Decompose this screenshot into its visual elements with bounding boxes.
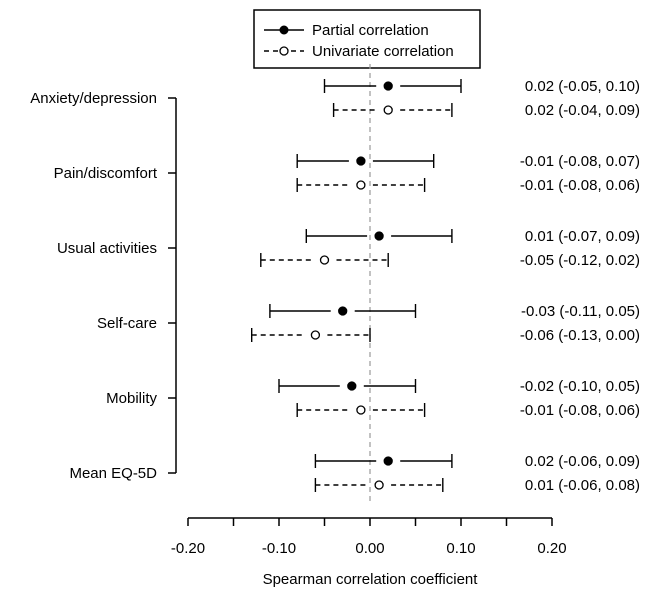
- plot-area: Anxiety/depression Pain/discomfort Usual a…: [30, 64, 640, 557]
- partial-point: [356, 156, 366, 166]
- category-label: Anxiety/depression: [30, 90, 157, 107]
- x-tick-label: 0.20: [537, 540, 566, 557]
- ci-value-label: 0.01 (-0.06, 0.08): [525, 477, 640, 494]
- univariate-point: [374, 480, 384, 490]
- ci-value-label: -0.03 (-0.11, 0.05): [521, 303, 640, 320]
- category-label: Mobility: [106, 390, 157, 407]
- univariate-point: [319, 255, 330, 265]
- partial-point: [347, 381, 357, 391]
- x-tick-label: 0.00: [355, 540, 384, 557]
- legend-partial-label: Partial correlation: [312, 22, 429, 39]
- ci-value-label: -0.05 (-0.12, 0.02): [520, 252, 640, 269]
- ci-value-label: -0.01 (-0.08, 0.06): [520, 177, 640, 194]
- category-label: Pain/discomfort: [54, 165, 158, 182]
- ci-value-label: -0.01 (-0.08, 0.07): [520, 153, 640, 170]
- partial-point: [383, 456, 393, 466]
- x-axis-label: Spearman correlation coefficient: [263, 571, 479, 588]
- legend-box: [253, 9, 481, 69]
- ci-value-label: 0.02 (-0.06, 0.09): [525, 453, 640, 470]
- ci-value-label: -0.06 (-0.13, 0.00): [520, 327, 640, 344]
- legend-univariate-label: Univariate correlation: [312, 43, 454, 60]
- univariate-point: [356, 405, 366, 415]
- ci-value-label: 0.02 (-0.05, 0.10): [525, 78, 640, 95]
- category-label: Self-care: [97, 315, 157, 332]
- legend: Partial correlation Univariate correlati…: [253, 9, 481, 69]
- legend-univariate-marker: [279, 46, 289, 56]
- ci-value-label: -0.01 (-0.08, 0.06): [520, 402, 640, 419]
- univariate-point: [356, 180, 366, 190]
- legend-partial-marker: [279, 25, 289, 35]
- partial-point: [338, 306, 348, 316]
- category-label: Usual activities: [57, 240, 157, 257]
- category-label: Mean EQ-5D: [69, 465, 157, 482]
- x-tick-label: -0.20: [171, 540, 205, 557]
- ci-value-label: 0.02 (-0.04, 0.09): [525, 102, 640, 119]
- ci-value-label: -0.02 (-0.10, 0.05): [520, 378, 640, 395]
- partial-point: [374, 231, 384, 241]
- univariate-point: [310, 330, 321, 340]
- x-tick-label: 0.10: [446, 540, 475, 557]
- univariate-point: [383, 105, 393, 115]
- x-tick-label: -0.10: [262, 540, 296, 557]
- ci-value-label: 0.01 (-0.07, 0.09): [525, 228, 640, 245]
- partial-point: [383, 81, 393, 91]
